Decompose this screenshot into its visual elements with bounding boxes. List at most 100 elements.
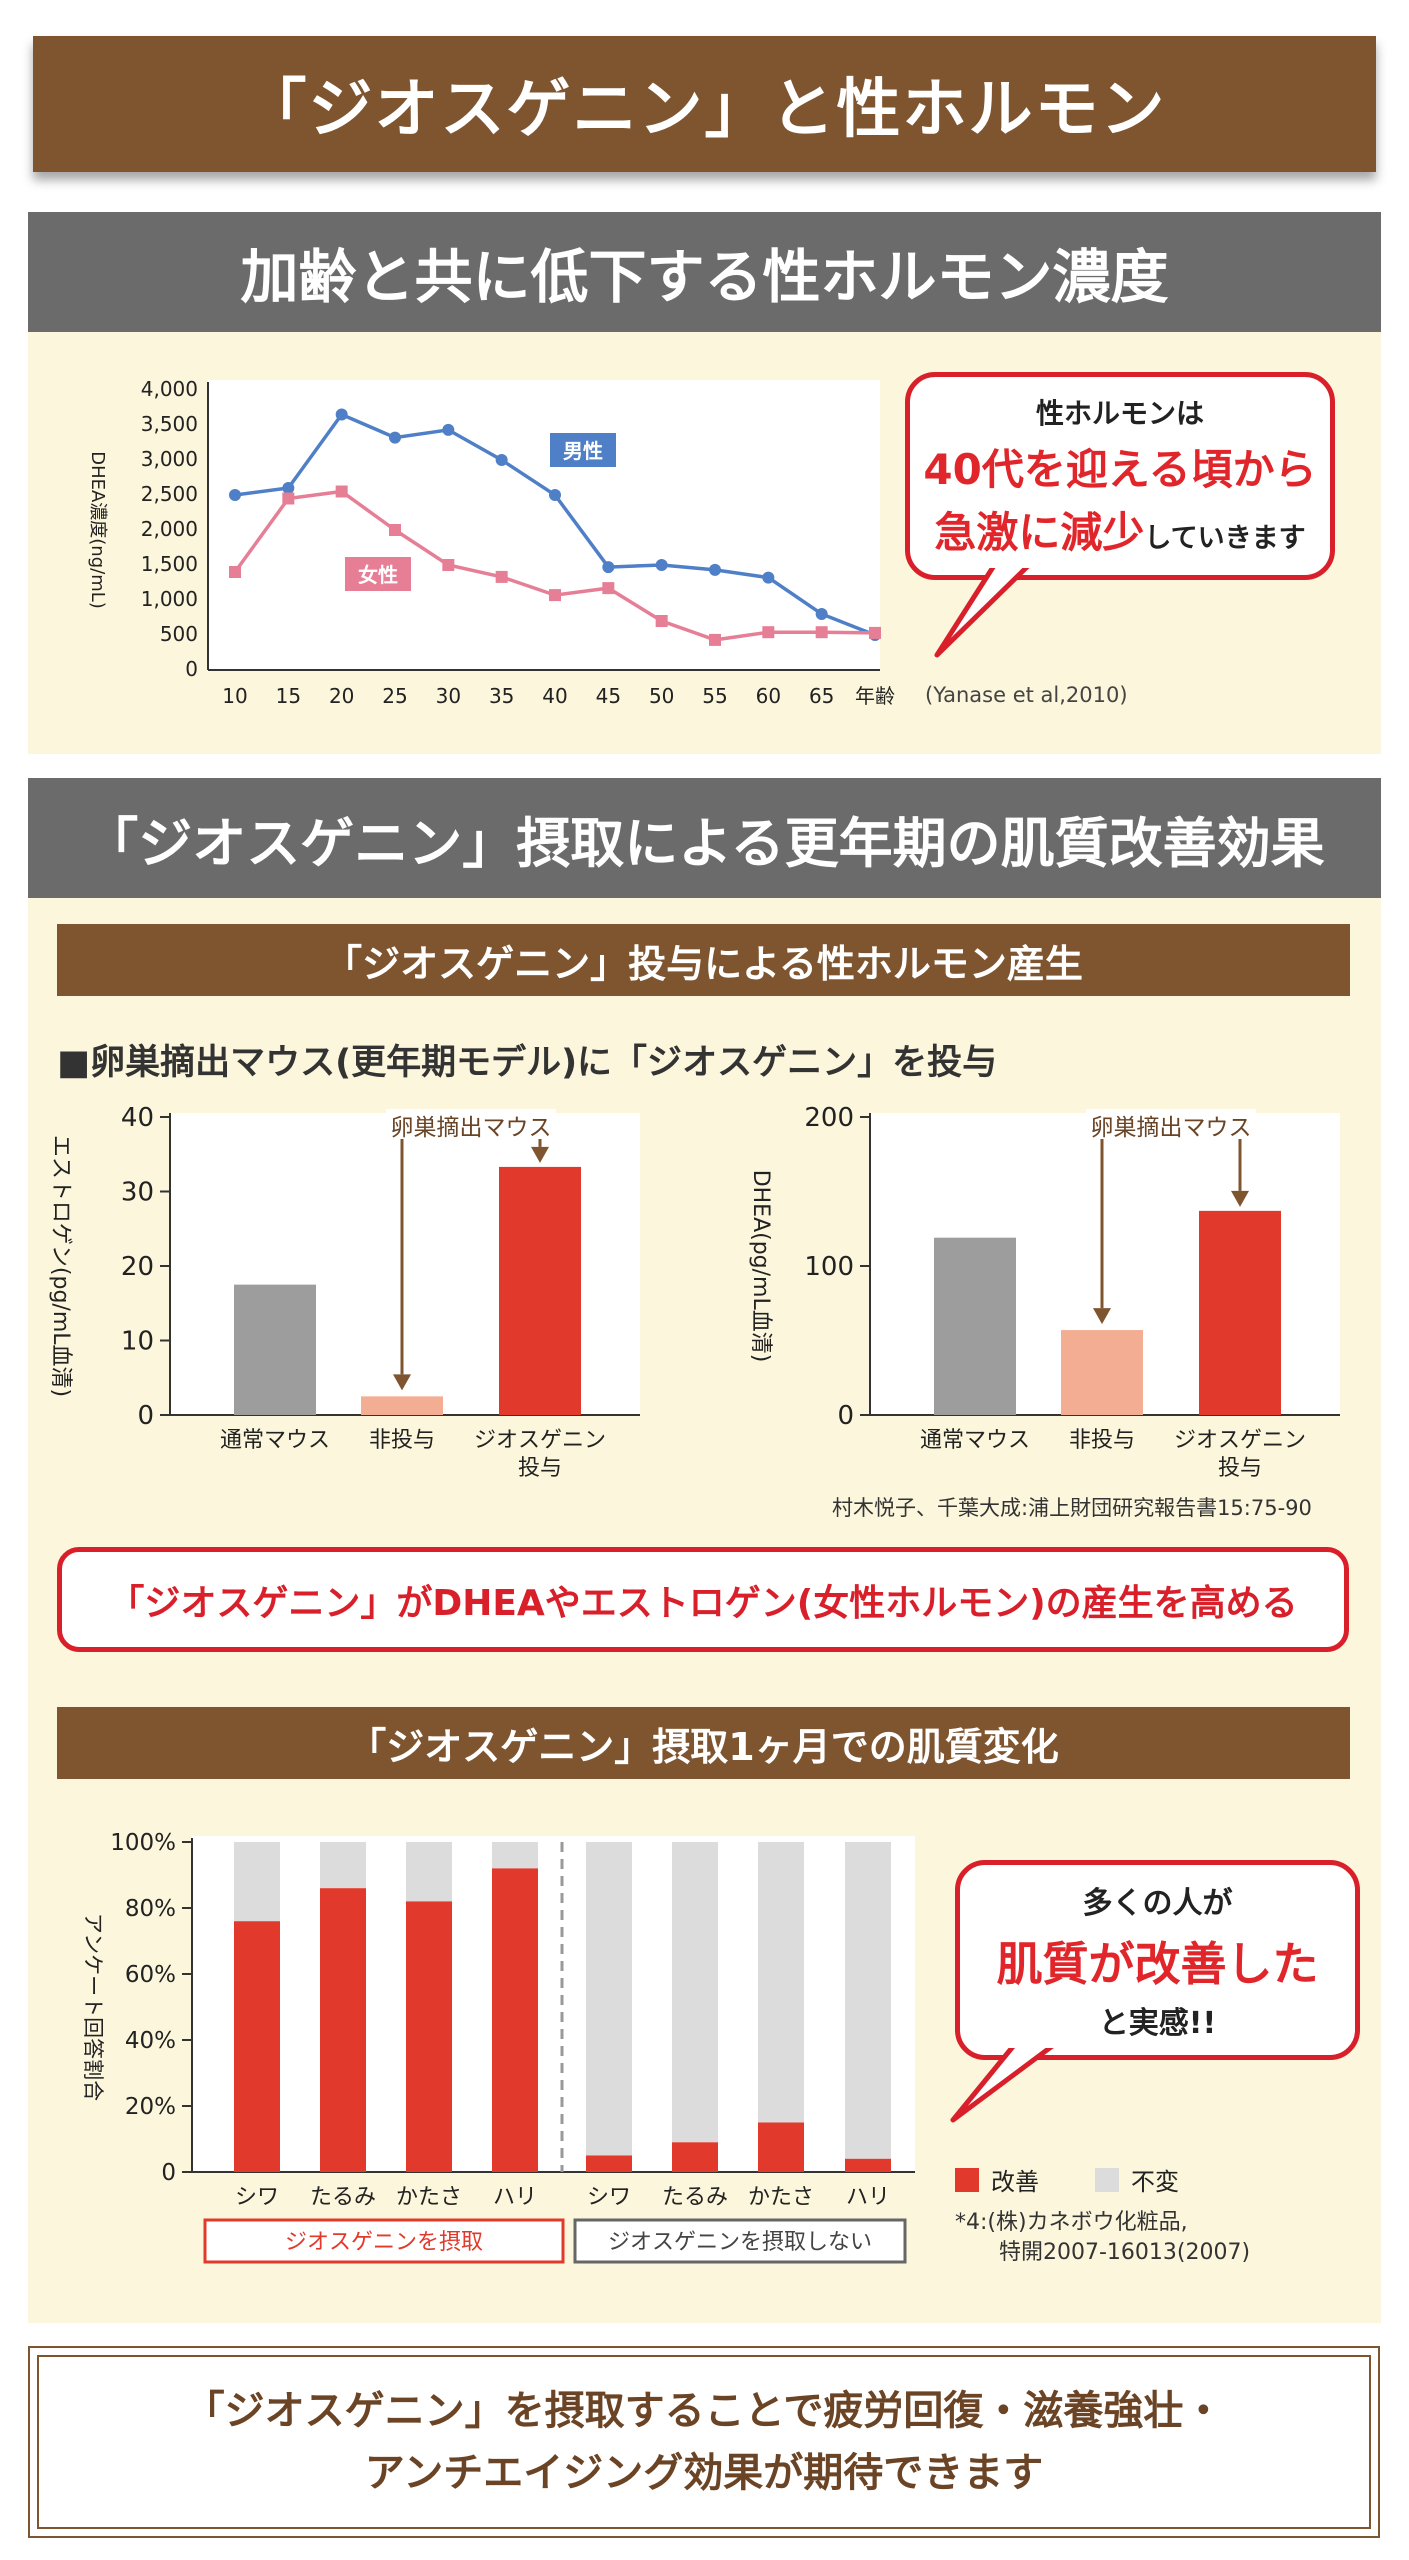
skin-y-tick: 60%: [125, 1962, 176, 1988]
line-y-tick: 1,500: [141, 552, 198, 576]
estrogen-y-tick: 20: [121, 1252, 154, 1282]
section2-callout-line2: 肌質が改善した: [996, 1937, 1319, 1991]
mouse-citation: 村木悦子、千葉大成:浦上財団研究報告書15:75-90: [832, 1496, 1312, 1520]
line-point-female: [389, 524, 401, 536]
main-title: 「ジオスゲニン」と性ホルモン: [242, 73, 1167, 147]
line-x-tick: 50: [649, 684, 674, 708]
dhea-annotation-arrow: [1093, 1308, 1111, 1325]
legend-swatch-improved: [955, 2167, 979, 2192]
section1-title-banner: 加齢と共に低下する性ホルモン濃度: [28, 212, 1381, 332]
estrogen-bar: [361, 1396, 443, 1415]
sub1-title: 「ジオスゲニン」投与による性ホルモン産生: [324, 941, 1083, 986]
skin-x-tick: ハリ: [493, 2185, 537, 2210]
line-point-female: [869, 626, 881, 639]
line-y-tick: 1,000: [141, 587, 198, 611]
skin-group-label-box-1: [203, 2218, 565, 2264]
line-y-tick: 2,500: [141, 482, 198, 506]
skin-bar-unchanged: [845, 1842, 891, 2159]
section2-callout-line1: 多くの人が: [1082, 1886, 1233, 1921]
line-point-male: [229, 489, 241, 501]
line-series-label-bg: [345, 557, 411, 591]
line-x-tick: 20: [329, 684, 354, 708]
line-point-male: [549, 489, 561, 501]
estrogen-x-tick: 通常マウス: [220, 1428, 330, 1453]
skin-legend: 改善 不変: [955, 2162, 1179, 2197]
estrogen-bar: [234, 1284, 316, 1415]
legend-swatch-unchanged: [1095, 2167, 1119, 2192]
dhea-bar: [1199, 1210, 1281, 1415]
skin-bar-improved: [586, 2155, 632, 2172]
skin-bar-unchanged: [406, 1842, 452, 1902]
skin-x-tick: シワ: [235, 2185, 279, 2210]
estrogen-annotation-arrow: [531, 1146, 549, 1163]
mouse-heading: ■卵巣摘出マウス(更年期モデル)に「ジオスゲニン」を投与: [57, 1043, 998, 1083]
skin-x-tick: かたさ: [748, 2185, 814, 2210]
legend-label-unchanged: 不変: [1131, 2168, 1179, 2196]
skin-y-tick: 40%: [125, 2028, 176, 2054]
skin-bar-unchanged: [320, 1842, 366, 1889]
section2-callout-line3: と実感!!: [1098, 2006, 1217, 2041]
line-point-male: [389, 431, 401, 444]
section1-citation: (Yanase et al,2010): [925, 683, 1128, 707]
line-x-tick: 60: [756, 684, 781, 708]
estrogen-y-tick: 30: [121, 1178, 154, 1208]
section1-callout-line3a: 急激に減少: [934, 508, 1145, 557]
dhea-bar: [1061, 1330, 1143, 1415]
dhea-bar: [934, 1237, 1016, 1415]
line-point-female: [495, 570, 508, 583]
line-x-tick: 15: [276, 684, 301, 708]
skin-x-tick: たるみ: [310, 2185, 376, 2210]
line-point-female: [282, 492, 295, 505]
dhea-x-tick: ジオスゲニン: [1174, 1428, 1306, 1453]
section2-callout-tail: [950, 2040, 1060, 2123]
sub1-title-banner: 「ジオスゲニン」投与による性ホルモン産生: [57, 924, 1350, 996]
line-x-tick: 40: [542, 684, 567, 708]
estrogen-chart: 40 30 20 10 0 エストロゲン(pg/mL血清) 通常マウス 非投与 ジオスゲニン投与…: [48, 1103, 640, 1481]
line-y-tick: 500: [160, 622, 198, 646]
skin-x-tick: シワ: [587, 2185, 631, 2210]
dhea-x-tick: 投与: [1218, 1456, 1262, 1481]
section2-title-banner: 「ジオスゲニン」摂取による更年期の肌質改善効果: [28, 778, 1381, 898]
skin-bar-improved: [492, 1868, 538, 2172]
legend-label-improved: 改善: [991, 2168, 1039, 2196]
skin-y-tick: 20%: [125, 2094, 176, 2120]
line-x-tick: 10: [222, 684, 247, 708]
skin-bar-unchanged: [586, 1842, 632, 2156]
skin-group-label-box-2: [573, 2218, 907, 2264]
estrogen-x-tick: ジオスゲニン: [474, 1428, 606, 1453]
line-x-tick: 65: [809, 684, 834, 708]
section1-callout-line3: 急激に減少していきます: [934, 499, 1305, 560]
estrogen-annotation: 卵巣摘出マウス: [391, 1115, 552, 1141]
skin-bar-unchanged: [492, 1842, 538, 1869]
section1-callout-tail: [934, 560, 1035, 658]
dhea-y-tick: 200: [804, 1103, 854, 1133]
line-series-label: 男性: [563, 439, 603, 463]
line-point-male: [655, 559, 668, 571]
section2-title: 「ジオスゲニン」摂取による更年期の肌質改善効果: [84, 811, 1325, 875]
estrogen-y-tick: 40: [121, 1103, 154, 1133]
line-plot-area: [208, 380, 880, 670]
sub2-title-banner: 「ジオスゲニン」摂取1ヶ月での肌質変化: [57, 1707, 1350, 1779]
line-point-male: [495, 454, 508, 466]
footer-line1: 「ジオスゲニン」を摂取することで疲労回復・滋養強壮・: [184, 2388, 1224, 2434]
footer-line2: アンチエイジング効果が期待できます: [364, 2450, 1044, 2496]
line-chart: 4,0003,5003,0002,5002,0001,5001,00050001…: [87, 377, 895, 708]
line-point-male: [335, 408, 348, 421]
skin-bar-unchanged: [672, 1842, 718, 2143]
line-point-female: [442, 559, 455, 571]
skin-y-tick: 80%: [125, 1896, 176, 1922]
main-title-banner: 「ジオスゲニン」と性ホルモン: [33, 36, 1376, 172]
line-y-tick: 3,500: [141, 412, 198, 436]
footer-inner: 「ジオスゲニン」を摂取することで疲労回復・滋養強壮・ アンチエイジング効果が期待…: [37, 2355, 1371, 2529]
line-point-male: [815, 608, 828, 620]
skin-bar-improved: [406, 1901, 452, 2172]
line-point-female: [762, 626, 775, 639]
line-x-tick: 25: [382, 684, 407, 708]
skin-y-tick: 100%: [110, 1830, 176, 1856]
skin-group-label-1: ジオスゲニンを摂取: [285, 2230, 483, 2255]
skin-bar-unchanged: [758, 1842, 804, 2123]
line-point-female: [602, 582, 615, 595]
skin-note: *4:(株)カネボウ化粧品, 特開2007-16013(2007): [955, 2208, 1250, 2268]
line-point-female: [549, 589, 561, 602]
